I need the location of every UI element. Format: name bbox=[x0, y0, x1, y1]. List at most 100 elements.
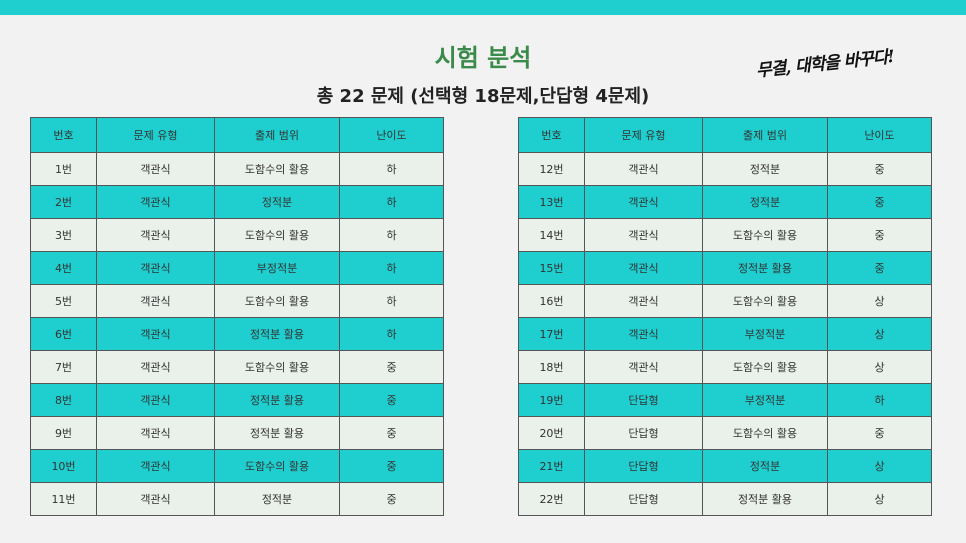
cell-number: 3번 bbox=[30, 218, 97, 252]
cell-type: 객관식 bbox=[96, 449, 215, 483]
table-row: 22번 단답형 정적분 활용 상 bbox=[518, 482, 932, 516]
cell-type: 객관식 bbox=[584, 251, 703, 285]
cell-difficulty: 중 bbox=[827, 152, 932, 186]
cell-number: 18번 bbox=[518, 350, 585, 384]
cell-difficulty: 하 bbox=[339, 218, 444, 252]
cell-scope: 도함수의 활용 bbox=[702, 284, 828, 318]
table-header-row: 번호 문제 유형 출제 범위 난이도 bbox=[30, 117, 444, 153]
cell-type: 단답형 bbox=[584, 482, 703, 516]
cell-type: 객관식 bbox=[96, 482, 215, 516]
page-title: 시험 분석 bbox=[434, 44, 532, 72]
cell-number: 21번 bbox=[518, 449, 585, 483]
page-subtitle: 총 22 문제 (선택형 18문제,단답형 4문제) bbox=[316, 86, 650, 107]
cell-type: 객관식 bbox=[96, 383, 215, 417]
cell-scope: 정적분 활용 bbox=[214, 317, 340, 351]
cell-scope: 정적분 활용 bbox=[214, 383, 340, 417]
table-row: 4번 객관식 부정적분 하 bbox=[30, 251, 444, 285]
cell-type: 객관식 bbox=[96, 284, 215, 318]
cell-number: 20번 bbox=[518, 416, 585, 450]
cell-scope: 도함수의 활용 bbox=[214, 350, 340, 384]
table-row: 3번 객관식 도함수의 활용 하 bbox=[30, 218, 444, 252]
cell-difficulty: 하 bbox=[339, 251, 444, 285]
table-row: 7번 객관식 도함수의 활용 중 bbox=[30, 350, 444, 384]
cell-type: 객관식 bbox=[584, 218, 703, 252]
header-scope: 출제 범위 bbox=[702, 117, 828, 153]
cell-scope: 정적분 bbox=[702, 152, 828, 186]
cell-type: 객관식 bbox=[96, 416, 215, 450]
header-type: 문제 유형 bbox=[96, 117, 215, 153]
cell-scope: 정적분 활용 bbox=[702, 251, 828, 285]
cell-difficulty: 중 bbox=[339, 416, 444, 450]
cell-number: 12번 bbox=[518, 152, 585, 186]
cell-number: 5번 bbox=[30, 284, 97, 318]
cell-scope: 정적분 bbox=[702, 185, 828, 219]
table-row: 19번 단답형 부정적분 하 bbox=[518, 383, 932, 417]
cell-type: 단답형 bbox=[584, 416, 703, 450]
cell-number: 17번 bbox=[518, 317, 585, 351]
exam-table-right: 번호 문제 유형 출제 범위 난이도 12번 객관식 정적분 중 13번 객관식 정적분 중 1… bbox=[518, 117, 932, 516]
cell-difficulty: 상 bbox=[827, 350, 932, 384]
table-row: 21번 단답형 정적분 상 bbox=[518, 449, 932, 483]
table-header-row: 번호 문제 유형 출제 범위 난이도 bbox=[518, 117, 932, 153]
table-row: 16번 객관식 도함수의 활용 상 bbox=[518, 284, 932, 318]
cell-scope: 정적분 bbox=[214, 185, 340, 219]
cell-scope: 도함수의 활용 bbox=[214, 218, 340, 252]
cell-type: 단답형 bbox=[584, 449, 703, 483]
cell-number: 16번 bbox=[518, 284, 585, 318]
table-row: 9번 객관식 정적분 활용 중 bbox=[30, 416, 444, 450]
cell-difficulty: 중 bbox=[827, 218, 932, 252]
cell-difficulty: 중 bbox=[339, 350, 444, 384]
cell-number: 6번 bbox=[30, 317, 97, 351]
cell-number: 19번 bbox=[518, 383, 585, 417]
cell-scope: 부정적분 bbox=[214, 251, 340, 285]
cell-type: 객관식 bbox=[96, 185, 215, 219]
cell-difficulty: 상 bbox=[827, 449, 932, 483]
cell-scope: 도함수의 활용 bbox=[214, 284, 340, 318]
cell-scope: 도함수의 활용 bbox=[702, 350, 828, 384]
cell-scope: 도함수의 활용 bbox=[214, 152, 340, 186]
cell-scope: 도함수의 활용 bbox=[702, 218, 828, 252]
table-row: 14번 객관식 도함수의 활용 중 bbox=[518, 218, 932, 252]
cell-type: 객관식 bbox=[96, 218, 215, 252]
table-row: 20번 단답형 도함수의 활용 중 bbox=[518, 416, 932, 450]
cell-difficulty: 중 bbox=[339, 383, 444, 417]
cell-type: 객관식 bbox=[96, 350, 215, 384]
cell-number: 1번 bbox=[30, 152, 97, 186]
table-row: 6번 객관식 정적분 활용 하 bbox=[30, 317, 444, 351]
cell-difficulty: 하 bbox=[339, 284, 444, 318]
cell-number: 7번 bbox=[30, 350, 97, 384]
cell-scope: 정적분 활용 bbox=[702, 482, 828, 516]
cell-type: 객관식 bbox=[584, 317, 703, 351]
cell-type: 단답형 bbox=[584, 383, 703, 417]
cell-difficulty: 상 bbox=[827, 317, 932, 351]
cell-type: 객관식 bbox=[96, 152, 215, 186]
cell-difficulty: 중 bbox=[339, 449, 444, 483]
header-number: 번호 bbox=[518, 117, 585, 153]
table-row: 2번 객관식 정적분 하 bbox=[30, 185, 444, 219]
cell-difficulty: 하 bbox=[339, 185, 444, 219]
cell-difficulty: 하 bbox=[339, 152, 444, 186]
cell-type: 객관식 bbox=[584, 152, 703, 186]
exam-table-left: 번호 문제 유형 출제 범위 난이도 1번 객관식 도함수의 활용 하 2번 객관식 정적분… bbox=[30, 117, 444, 516]
cell-type: 객관식 bbox=[96, 251, 215, 285]
table-row: 13번 객관식 정적분 중 bbox=[518, 185, 932, 219]
cell-scope: 도함수의 활용 bbox=[702, 416, 828, 450]
cell-difficulty: 하 bbox=[827, 383, 932, 417]
table-row: 15번 객관식 정적분 활용 중 bbox=[518, 251, 932, 285]
cell-number: 13번 bbox=[518, 185, 585, 219]
cell-difficulty: 상 bbox=[827, 284, 932, 318]
cell-number: 8번 bbox=[30, 383, 97, 417]
cell-number: 14번 bbox=[518, 218, 585, 252]
table-row: 1번 객관식 도함수의 활용 하 bbox=[30, 152, 444, 186]
cell-difficulty: 중 bbox=[339, 482, 444, 516]
cell-number: 22번 bbox=[518, 482, 585, 516]
cell-scope: 정적분 bbox=[702, 449, 828, 483]
table-row: 11번 객관식 정적분 중 bbox=[30, 482, 444, 516]
header-difficulty: 난이도 bbox=[827, 117, 932, 153]
top-accent-bar bbox=[0, 0, 966, 15]
cell-difficulty: 하 bbox=[339, 317, 444, 351]
cell-number: 10번 bbox=[30, 449, 97, 483]
table-row: 18번 객관식 도함수의 활용 상 bbox=[518, 350, 932, 384]
table-row: 17번 객관식 부정적분 상 bbox=[518, 317, 932, 351]
cell-scope: 정적분 활용 bbox=[214, 416, 340, 450]
